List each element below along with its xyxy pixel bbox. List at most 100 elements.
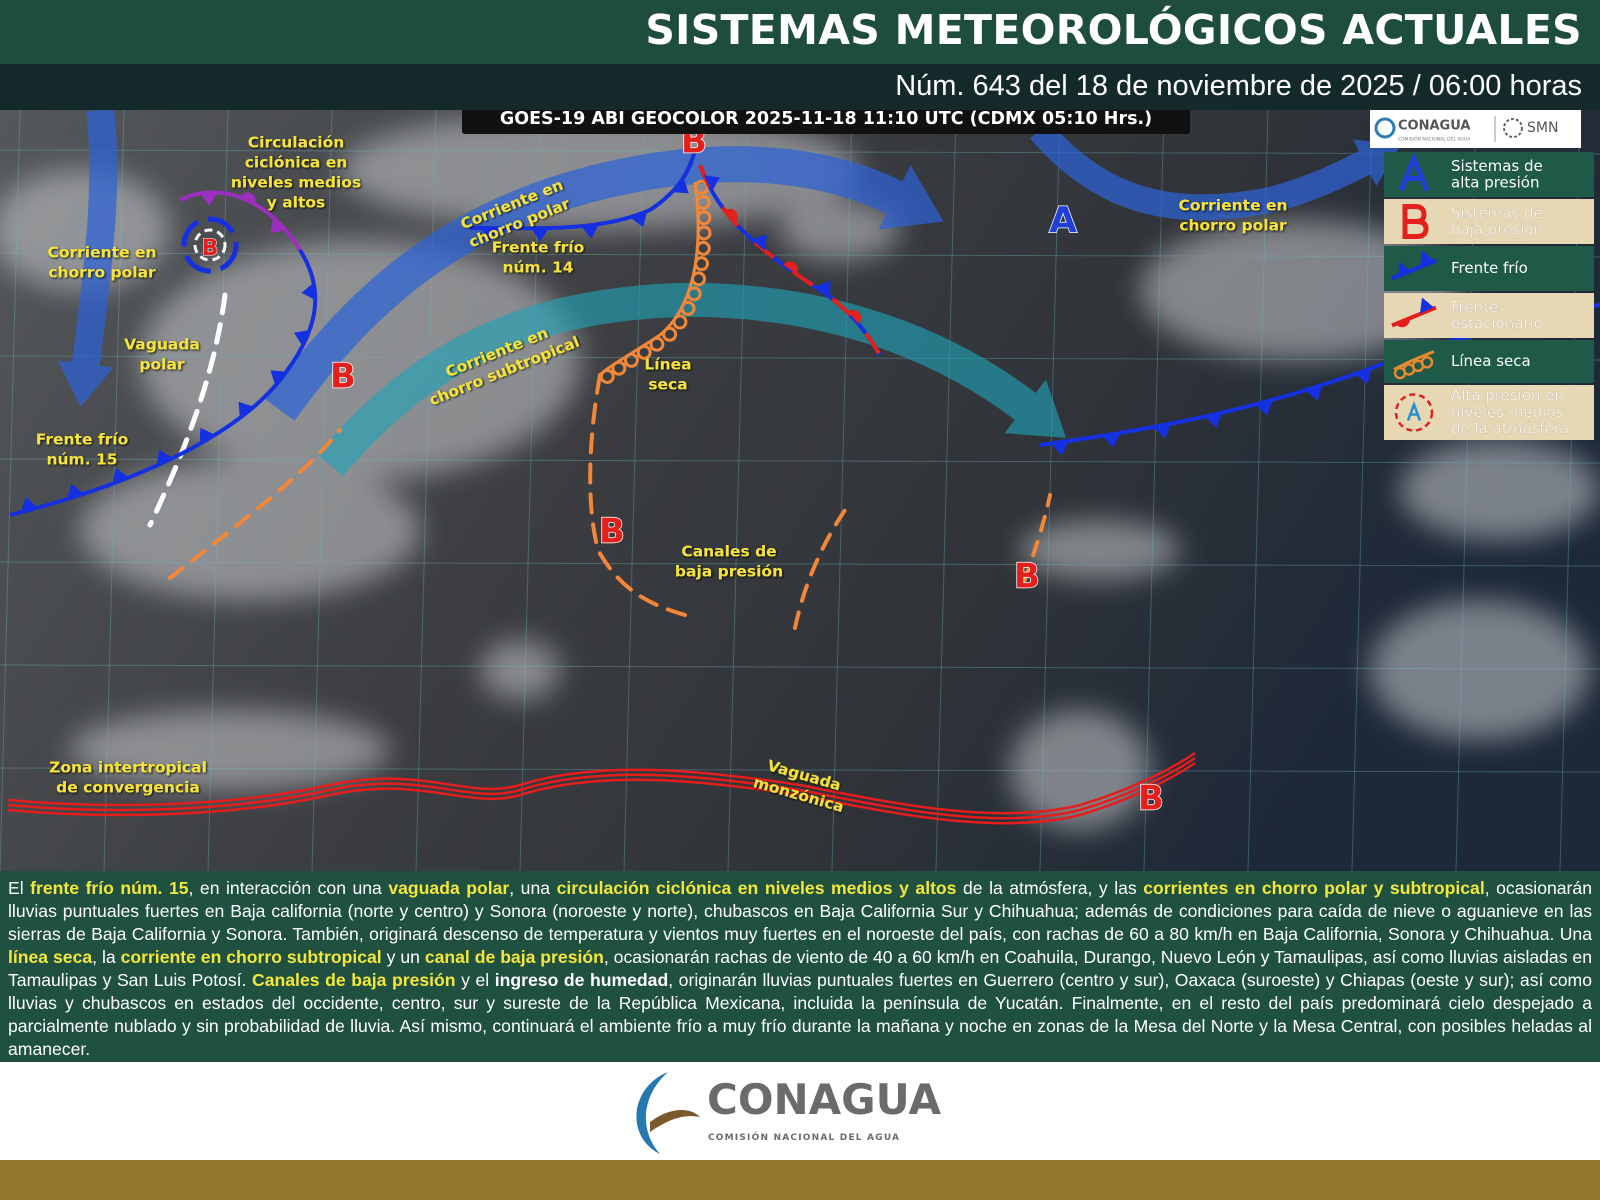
map-label-line: Corriente en xyxy=(1178,197,1287,215)
front-triangle xyxy=(481,228,499,242)
front-semicircle xyxy=(783,261,798,274)
highlight-text: Canales de baja presión xyxy=(252,970,456,990)
satellite-label-box xyxy=(462,110,1190,134)
satellite-label: GOES-19 ABI GEOCOLOR 2025-11-18 11:10 UT… xyxy=(500,110,1152,129)
dry-line-scallop xyxy=(691,271,707,287)
meridian xyxy=(727,110,749,871)
map-label: Corriente en chorro polar xyxy=(1178,197,1287,235)
parallel xyxy=(0,252,1600,258)
highlight-text: corrientes en chorro polar y subtropical xyxy=(1143,878,1485,898)
front-triangle xyxy=(156,449,174,466)
highlight-text: circulación ciclónica en niveles medios … xyxy=(556,878,957,898)
map-label-line: núm. 14 xyxy=(502,259,573,277)
legend-icon-scallop xyxy=(1420,356,1434,369)
legend-label: Línea seca xyxy=(1451,352,1531,370)
dry-line-scallop xyxy=(694,256,710,272)
highlight-text: frente frío núm. 15 xyxy=(30,878,189,898)
footer-agency: CONAGUA xyxy=(707,1075,941,1124)
meridian xyxy=(935,110,957,871)
map-label-line: Corriente en xyxy=(47,244,156,262)
legend-label: niveles medios xyxy=(1451,403,1563,421)
front xyxy=(469,149,697,242)
footer-agency-sub: COMISIÓN NACIONAL DEL AGUA xyxy=(708,1131,900,1143)
jet-head xyxy=(1353,139,1401,186)
legend-icon-front xyxy=(1391,305,1437,328)
legend-label: estacionario xyxy=(1451,314,1543,332)
dry-line-scallop xyxy=(695,240,711,256)
jet-head xyxy=(878,165,944,230)
highlight-text: vaguada polar xyxy=(388,878,510,898)
legend-label: Alta presión en xyxy=(1451,387,1564,405)
front xyxy=(179,190,302,252)
description: El frente frío núm. 15, en interacción c… xyxy=(0,871,1600,1062)
map-label-line: ciclónica en xyxy=(245,154,348,172)
legend-icon-triangle xyxy=(1420,297,1434,314)
legend-icon xyxy=(1398,151,1430,192)
body-text: El xyxy=(8,878,31,898)
footer-logo-eagle xyxy=(650,1110,700,1132)
circulation-inner xyxy=(193,228,227,262)
graticule xyxy=(0,110,1600,871)
map-label: Frente frío núm. 14 xyxy=(492,239,584,277)
bottom-bar xyxy=(0,1160,1600,1200)
jet-stream xyxy=(317,282,1067,477)
pressure-center: B xyxy=(330,357,356,397)
map-label: Frente frío núm. 15 xyxy=(36,431,128,469)
front-semicircle xyxy=(724,208,738,223)
front-triangle xyxy=(1305,385,1323,401)
front-line xyxy=(179,190,302,252)
front xyxy=(698,164,882,357)
jet-head xyxy=(57,360,114,407)
dry-line-scallop xyxy=(695,194,711,210)
body-text: , originarán lluvias puntuales fuertes e… xyxy=(8,970,1592,1059)
front-triangle xyxy=(1102,432,1121,448)
jet-stream xyxy=(1030,121,1401,221)
dry-line-scallop xyxy=(662,326,678,342)
body-text: y un xyxy=(381,947,425,967)
jet-head xyxy=(1004,379,1067,438)
front-triangle xyxy=(293,329,310,347)
footer-logo-mark xyxy=(636,1072,668,1154)
dry-line-scallop xyxy=(611,360,627,376)
meridian xyxy=(0,110,21,871)
jet-body xyxy=(71,110,118,372)
jet-body xyxy=(317,282,1041,477)
legend-icon xyxy=(1391,250,1437,281)
highlight-text: ingreso de humedad xyxy=(494,970,669,990)
body-text: , en interacción con una xyxy=(188,878,389,898)
legend-icon-b-shape xyxy=(1402,204,1429,239)
map-label: Zona intertropical de convergencia xyxy=(49,759,207,797)
front-triangle xyxy=(238,401,254,419)
legend-label: alta presión xyxy=(1451,173,1539,191)
front-triangle xyxy=(672,177,689,194)
trough-line xyxy=(588,373,687,617)
legend-label: Frente xyxy=(1451,298,1498,316)
front-triangle xyxy=(703,175,720,192)
front-line-red xyxy=(698,164,882,357)
parallel xyxy=(0,561,1600,567)
logo-mark xyxy=(1374,117,1396,139)
front-triangle xyxy=(20,496,39,513)
front-triangle xyxy=(751,234,767,251)
meridian xyxy=(1247,110,1269,871)
legend-label: Frente frío xyxy=(1451,259,1528,277)
footer-logo: CONAGUA COMISIÓN NACIONAL DEL AGUA xyxy=(636,1072,941,1154)
front-triangle xyxy=(270,217,287,234)
map-label-line: baja presión xyxy=(675,563,783,581)
map-label-line: y altos xyxy=(267,194,326,212)
front-semicircle xyxy=(847,309,862,324)
legend-icon xyxy=(1394,393,1434,432)
meridian xyxy=(1143,110,1165,871)
meridian xyxy=(1351,110,1373,871)
legend-label: baja presión xyxy=(1451,220,1543,238)
body-text: , una xyxy=(509,878,557,898)
front-triangle xyxy=(815,280,831,298)
map-label-line: niveles medios xyxy=(231,174,361,192)
front-triangle xyxy=(530,228,549,242)
legend-icon xyxy=(1391,297,1437,328)
pressure-center: B xyxy=(599,512,625,552)
front-line xyxy=(469,149,697,231)
map-label-line: Vaguada xyxy=(124,336,200,354)
circulation-outer xyxy=(181,216,239,274)
